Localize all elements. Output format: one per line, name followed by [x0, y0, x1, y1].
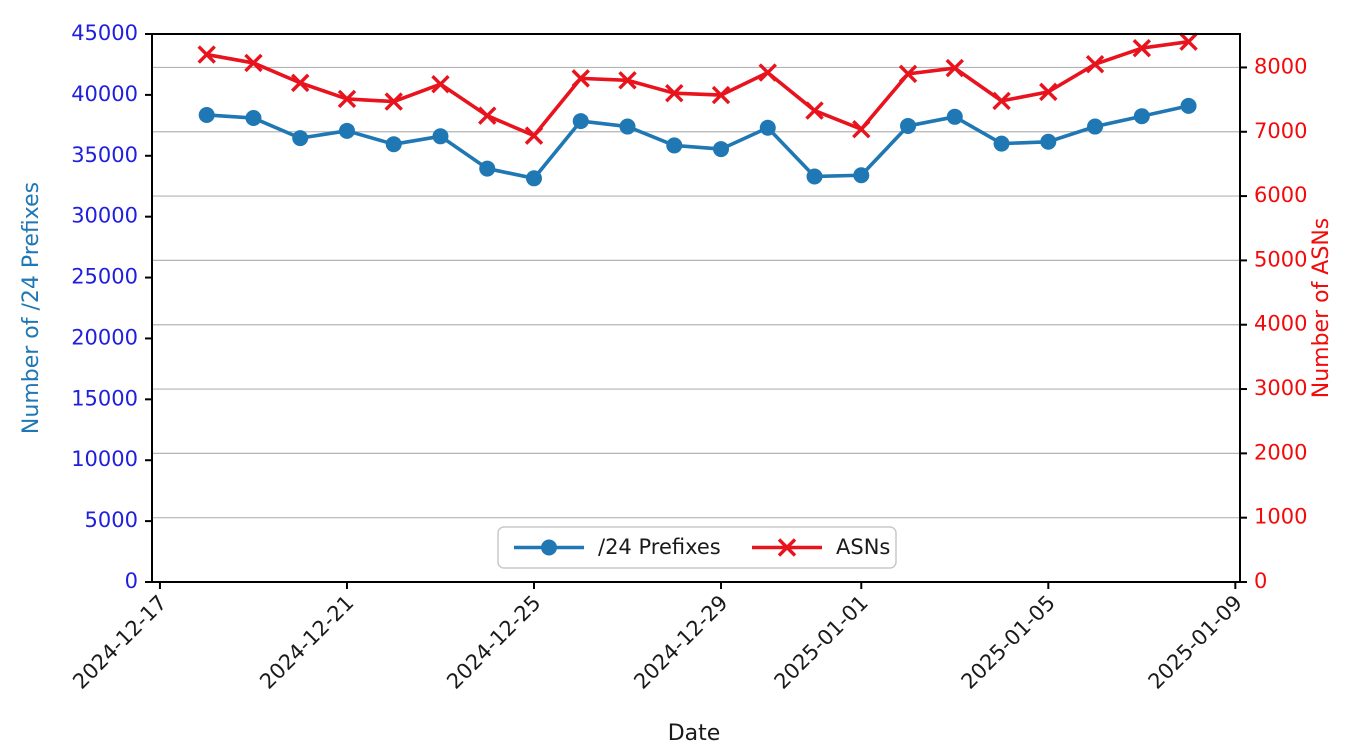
data-point-x — [291, 73, 310, 93]
data-point-x — [1039, 82, 1058, 102]
series-line — [204, 39, 1191, 138]
legend-marker-prefixes-icon — [541, 539, 557, 556]
y-tick-label-left: 45000 — [71, 21, 138, 45]
y-tick-label-left: 30000 — [71, 204, 138, 228]
y-tick-label-left: 10000 — [71, 447, 138, 471]
data-point-circle — [338, 122, 355, 139]
y-tick-label-right: 4000 — [1254, 312, 1307, 336]
series-line — [204, 104, 1191, 181]
series-layer — [197, 32, 1198, 187]
data-point-x — [1085, 55, 1105, 74]
x-tick-label: 2024-12-29 — [629, 591, 732, 694]
data-point-x — [571, 69, 590, 88]
data-point-circle — [759, 119, 776, 136]
data-point-circle — [713, 141, 730, 158]
y-tick-label-left: 25000 — [71, 265, 138, 289]
series-prefixes — [198, 97, 1197, 187]
data-point-x — [197, 45, 216, 64]
data-point-x — [758, 63, 777, 82]
x-tick-label: 2025-01-01 — [770, 591, 873, 694]
y-tick-label-right: 5000 — [1254, 247, 1307, 271]
data-point-x — [945, 58, 964, 78]
data-point-x — [805, 101, 824, 120]
y-tick-label-right: 0 — [1254, 569, 1267, 593]
data-point-x — [1179, 32, 1198, 51]
data-point-circle — [292, 130, 309, 147]
legend-label-prefixes: /24 Prefixes — [598, 535, 721, 559]
legend-marker-asns-icon — [777, 538, 797, 557]
data-point-x — [992, 91, 1011, 111]
x-tick-label: 2025-01-05 — [957, 591, 1060, 694]
axes-frame — [151, 33, 1241, 583]
y-tick-label-left: 5000 — [85, 508, 138, 532]
data-point-x — [244, 53, 263, 73]
data-point-circle — [619, 118, 636, 135]
y-axis-label-right: Number of ASNs — [1309, 218, 1334, 399]
y-tick-label-right: 3000 — [1254, 376, 1307, 400]
data-point-circle — [385, 136, 402, 153]
y-tick-label-left: 35000 — [71, 143, 138, 167]
x-tick-label: 2024-12-21 — [255, 591, 358, 694]
x-tick-label: 2024-12-25 — [442, 591, 545, 694]
data-point-x — [524, 126, 544, 145]
data-point-circle — [1180, 97, 1197, 114]
legend-label-asns: ASNs — [836, 535, 890, 559]
data-point-circle — [666, 137, 683, 154]
x-tick-label: 2024-12-17 — [68, 591, 171, 694]
plot-border — [151, 33, 1241, 583]
x-tick-label: 2025-01-09 — [1144, 591, 1247, 694]
tick-marks — [145, 33, 1247, 589]
data-point-x — [711, 85, 731, 105]
y-tick-label-left: 40000 — [71, 82, 138, 106]
y-tick-label-right: 8000 — [1254, 54, 1307, 78]
data-point-x — [665, 83, 684, 103]
data-point-circle — [1040, 133, 1057, 150]
series-asns — [197, 32, 1198, 145]
y-tick-label-left: 0 — [125, 569, 138, 593]
y-tick-label-right: 1000 — [1254, 505, 1307, 529]
legend-box — [497, 526, 897, 569]
data-point-circle — [900, 117, 917, 134]
y-tick-label-left: 15000 — [71, 386, 138, 410]
data-point-x — [384, 92, 403, 111]
data-point-circle — [245, 110, 262, 127]
data-point-circle — [946, 108, 963, 125]
data-point-circle — [432, 128, 449, 145]
legend: /24 Prefixes ASNs — [497, 526, 897, 569]
data-point-x — [478, 106, 497, 125]
y-tick-label-right: 6000 — [1254, 183, 1307, 207]
data-point-circle — [1133, 108, 1150, 125]
data-point-x — [337, 89, 357, 109]
data-point-circle — [198, 106, 215, 123]
data-point-x — [618, 71, 637, 90]
data-point-x — [431, 74, 450, 94]
data-point-circle — [993, 135, 1010, 152]
data-point-circle — [525, 170, 542, 187]
y-axis-label-left: Number of /24 Prefixes — [19, 182, 44, 434]
data-point-x — [898, 64, 918, 84]
x-axis-label: Date — [668, 721, 721, 746]
data-point-x — [852, 119, 871, 139]
data-point-circle — [572, 113, 589, 130]
data-point-circle — [1087, 118, 1104, 135]
y-tick-label-right: 7000 — [1254, 119, 1307, 143]
y-tick-label-left: 20000 — [71, 325, 138, 349]
data-point-circle — [479, 160, 496, 177]
y-tick-label-right: 2000 — [1254, 440, 1307, 464]
data-point-x — [1132, 38, 1152, 58]
data-point-circle — [806, 168, 823, 185]
data-point-circle — [853, 167, 870, 184]
